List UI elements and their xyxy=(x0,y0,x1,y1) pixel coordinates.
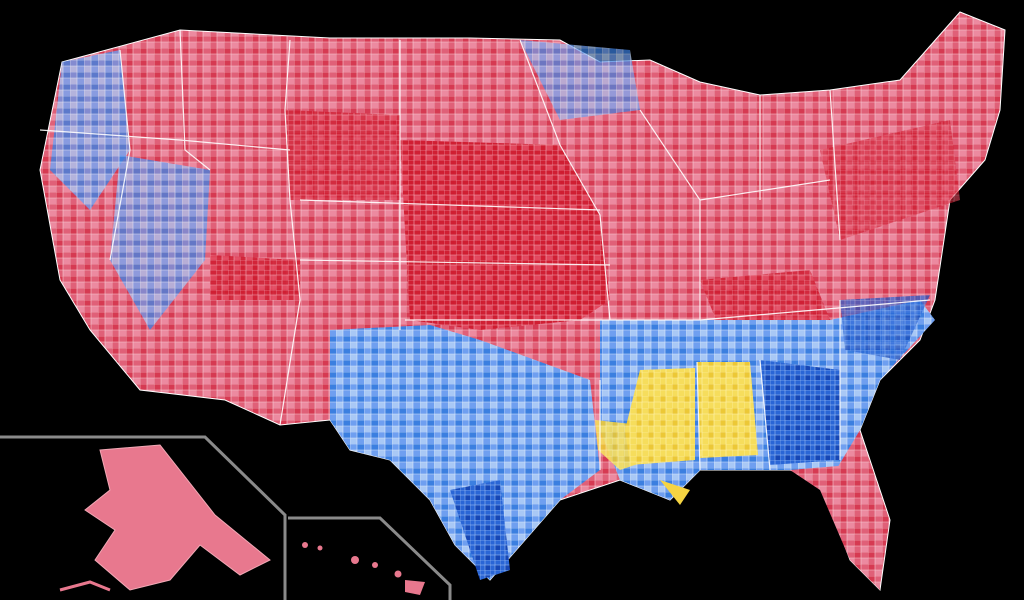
south-texas-region xyxy=(450,480,510,580)
louisiana-region xyxy=(595,420,650,470)
alabama-region xyxy=(697,362,758,458)
texas-region xyxy=(330,325,600,580)
florida-region xyxy=(790,465,880,590)
northeast-dark-region xyxy=(820,120,960,240)
georgia-region xyxy=(760,360,840,465)
carolinas-region xyxy=(840,295,930,360)
wyoming-dark-region xyxy=(285,110,400,200)
upper-midwest-blue-region xyxy=(520,40,640,120)
kentucky-dark-region xyxy=(700,270,830,330)
utah-dark-region xyxy=(210,255,300,300)
hawaii-region xyxy=(302,542,425,595)
alaska-region xyxy=(84,444,271,591)
state-borders xyxy=(39,29,931,471)
pacific-northwest-region xyxy=(50,50,130,210)
aleutian-islands xyxy=(59,580,111,592)
great-plains-region xyxy=(400,140,610,330)
nevada-region xyxy=(110,155,210,330)
hawaii-inset-frame xyxy=(288,516,452,600)
alaska-inset-frame xyxy=(0,435,287,600)
louisiana-delta-region xyxy=(660,480,690,505)
